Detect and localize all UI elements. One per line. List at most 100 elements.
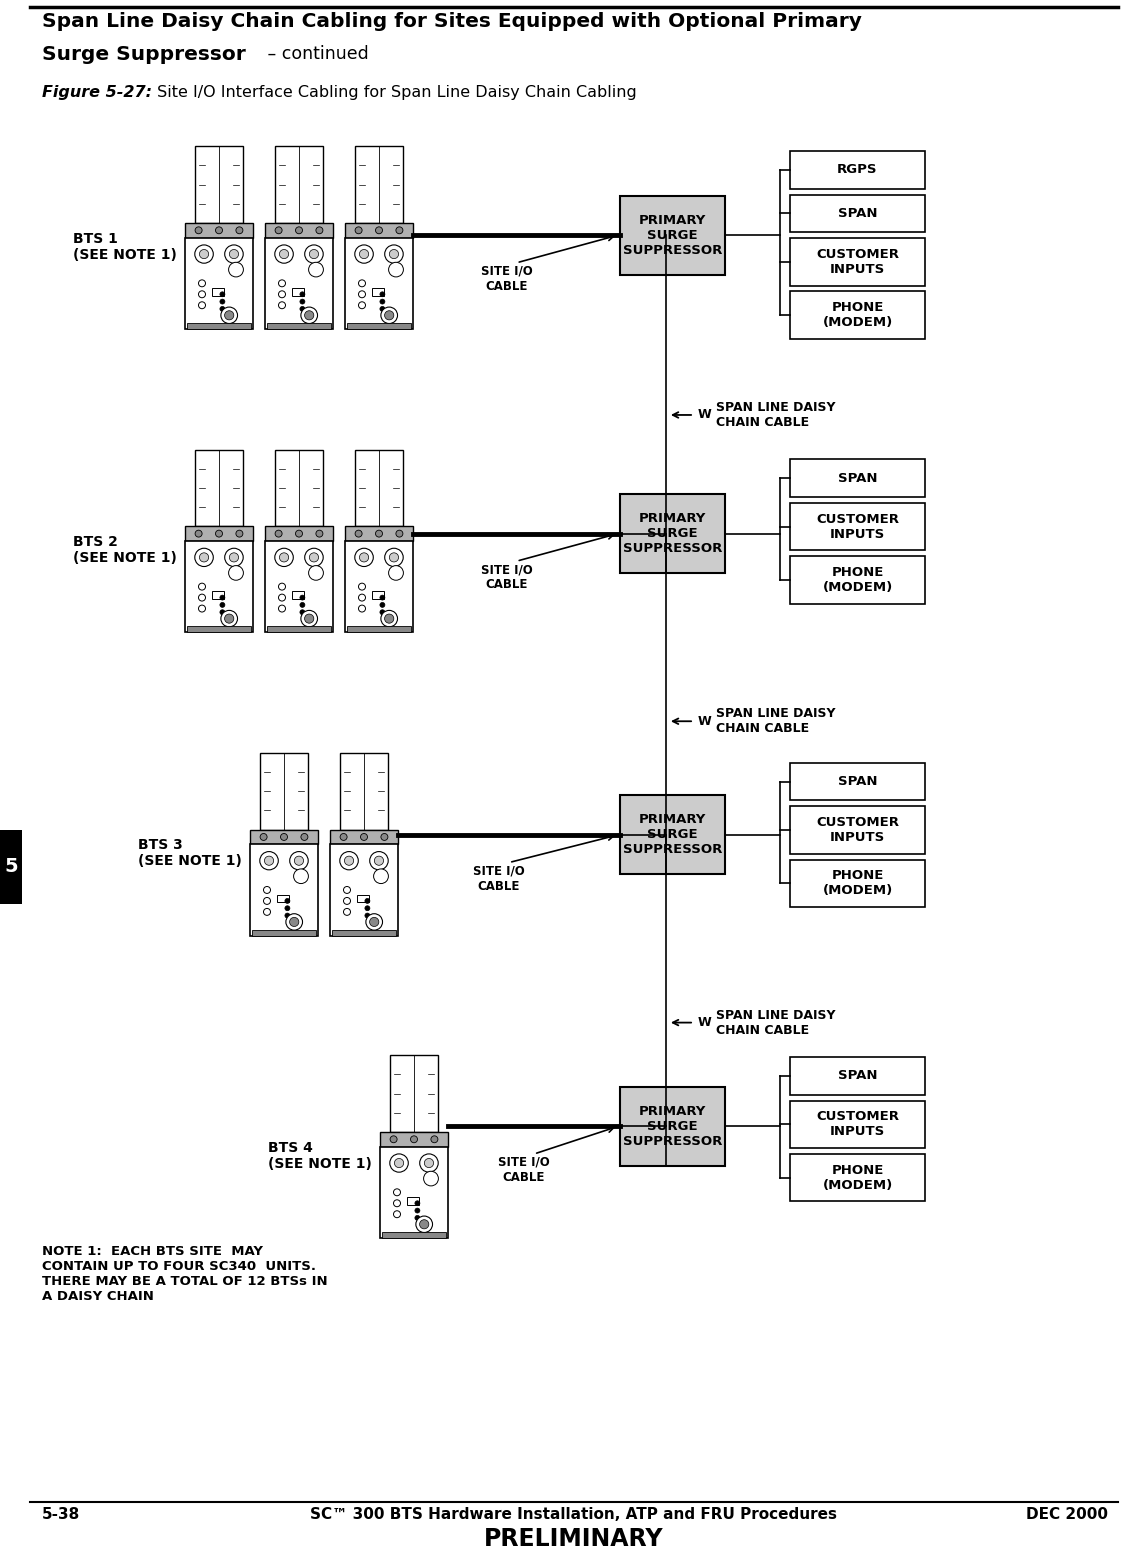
Bar — [790, 194, 925, 233]
Circle shape — [430, 1135, 437, 1143]
Text: 5-38: 5-38 — [42, 1506, 80, 1522]
Circle shape — [355, 227, 362, 235]
Circle shape — [309, 262, 324, 276]
Bar — [276, 449, 323, 526]
Bar — [790, 806, 925, 854]
Circle shape — [360, 834, 367, 840]
Circle shape — [389, 262, 403, 276]
Circle shape — [365, 905, 370, 910]
Circle shape — [385, 311, 394, 320]
Text: SPAN: SPAN — [838, 472, 877, 485]
Circle shape — [225, 613, 234, 623]
Circle shape — [359, 553, 369, 562]
Text: Span Line Daisy Chain Cabling for Sites Equipped with Optional Primary: Span Line Daisy Chain Cabling for Sites … — [42, 12, 862, 31]
Circle shape — [395, 1159, 404, 1168]
Circle shape — [294, 870, 309, 884]
Circle shape — [385, 548, 403, 567]
Bar — [250, 829, 318, 845]
Circle shape — [358, 595, 365, 601]
Bar — [187, 323, 251, 329]
Circle shape — [295, 530, 303, 537]
Circle shape — [279, 280, 286, 287]
Bar — [620, 494, 726, 573]
Text: – continued: – continued — [262, 45, 369, 64]
Circle shape — [316, 530, 323, 537]
Bar — [346, 526, 413, 540]
Text: 5: 5 — [5, 857, 18, 876]
Circle shape — [381, 307, 397, 323]
Circle shape — [414, 1208, 420, 1213]
Circle shape — [358, 301, 365, 309]
Bar — [347, 626, 411, 632]
Circle shape — [279, 250, 288, 259]
Circle shape — [380, 306, 385, 311]
Circle shape — [380, 610, 385, 615]
Circle shape — [309, 553, 319, 562]
Circle shape — [373, 870, 388, 884]
Circle shape — [274, 548, 293, 567]
Circle shape — [301, 307, 318, 323]
Circle shape — [279, 553, 288, 562]
Text: BTS 3
(SEE NOTE 1): BTS 3 (SEE NOTE 1) — [138, 839, 242, 868]
Bar — [347, 323, 411, 329]
Circle shape — [235, 227, 243, 235]
Circle shape — [380, 595, 385, 599]
Circle shape — [220, 306, 225, 311]
Circle shape — [279, 584, 286, 590]
Circle shape — [380, 603, 385, 607]
Circle shape — [220, 595, 225, 599]
Circle shape — [220, 292, 225, 297]
Circle shape — [425, 1159, 434, 1168]
Circle shape — [358, 584, 365, 590]
Text: RGPS: RGPS — [837, 163, 878, 177]
Circle shape — [304, 548, 324, 567]
Circle shape — [295, 227, 303, 235]
Circle shape — [195, 245, 214, 262]
Bar — [346, 540, 413, 632]
Bar — [195, 449, 242, 526]
Circle shape — [274, 245, 293, 262]
Bar — [790, 1058, 925, 1095]
Text: PRIMARY
SURGE
SUPPRESSOR: PRIMARY SURGE SUPPRESSOR — [623, 1104, 722, 1148]
Bar — [790, 1154, 925, 1202]
Bar — [267, 323, 331, 329]
Text: PRIMARY
SURGE
SUPPRESSOR: PRIMARY SURGE SUPPRESSOR — [623, 512, 722, 554]
Circle shape — [230, 553, 239, 562]
Circle shape — [385, 245, 403, 262]
Circle shape — [414, 1216, 420, 1221]
Circle shape — [355, 548, 373, 567]
Bar — [329, 829, 398, 845]
Circle shape — [300, 595, 305, 599]
Text: SC™ 300 BTS Hardware Installation, ATP and FRU Procedures: SC™ 300 BTS Hardware Installation, ATP a… — [310, 1506, 838, 1522]
Circle shape — [419, 1219, 429, 1228]
Circle shape — [264, 887, 271, 893]
Circle shape — [394, 1200, 401, 1207]
Circle shape — [394, 1190, 401, 1196]
Bar — [265, 224, 333, 238]
Circle shape — [389, 250, 398, 259]
Circle shape — [200, 250, 209, 259]
Circle shape — [390, 1135, 397, 1143]
Circle shape — [300, 306, 305, 311]
Circle shape — [358, 606, 365, 612]
Bar — [185, 540, 253, 632]
Circle shape — [385, 613, 394, 623]
Circle shape — [316, 227, 323, 235]
Circle shape — [381, 610, 397, 627]
Bar — [265, 540, 333, 632]
Bar — [355, 449, 403, 526]
Bar — [276, 146, 323, 224]
Text: SITE I/O
CABLE: SITE I/O CABLE — [473, 865, 525, 893]
Bar — [185, 238, 253, 329]
Bar — [790, 859, 925, 907]
Bar — [620, 196, 726, 275]
Circle shape — [396, 530, 403, 537]
Circle shape — [355, 530, 362, 537]
Circle shape — [394, 1211, 401, 1218]
Bar — [346, 238, 413, 329]
Circle shape — [216, 530, 223, 537]
Circle shape — [199, 584, 205, 590]
Circle shape — [220, 300, 225, 304]
Bar — [340, 753, 388, 829]
Circle shape — [370, 851, 388, 870]
